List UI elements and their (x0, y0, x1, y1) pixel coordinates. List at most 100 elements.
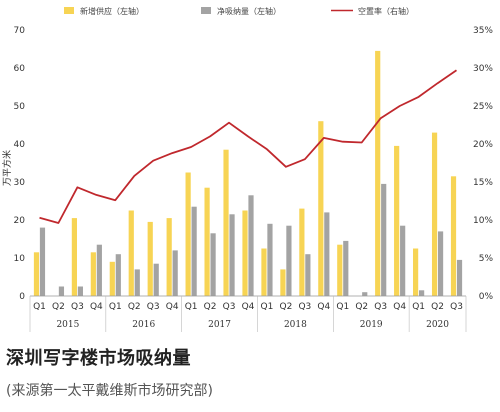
bar-new-supply (185, 172, 191, 296)
x-tick-label: Q4 (166, 302, 179, 312)
bar-net-absorption (210, 233, 216, 296)
bar-net-absorption (343, 240, 349, 296)
bar-net-absorption (437, 231, 444, 296)
bar-net-absorption (58, 286, 65, 296)
legend: 新增供应（左轴） 净吸纳量（左轴） 空置率（右轴） (64, 6, 414, 16)
x-tick-label: Q3 (298, 302, 311, 312)
right-tick-label: 15% (473, 178, 493, 188)
chart-caption-source: (来源第一太平戴维斯市场研究部) (6, 383, 213, 399)
right-tick-label: 35% (473, 26, 493, 36)
bar-new-supply (90, 252, 96, 296)
x-tick-label: Q3 (147, 302, 160, 312)
bar-new-supply (128, 210, 134, 296)
x-tick-label: Q4 (317, 302, 330, 312)
x-tick-label: Q3 (223, 302, 236, 312)
legend-label-supply: 新增供应（左轴） (80, 6, 144, 16)
x-tick-label: Q4 (393, 302, 406, 312)
bar-new-supply (375, 50, 381, 297)
left-tick-label: 60 (14, 64, 26, 74)
bar-net-absorption (115, 254, 121, 296)
legend-label-vacancy: 空置率（右轴） (358, 6, 414, 16)
year-label: 2019 (360, 320, 383, 330)
x-tick-label: Q3 (450, 302, 463, 312)
bar-net-absorption (286, 225, 292, 296)
bar-new-supply (71, 218, 77, 296)
bar-new-supply (450, 176, 457, 296)
bar-new-supply (204, 187, 210, 296)
x-tick-label: Q2 (355, 302, 368, 312)
right-tick-label: 5% (479, 254, 494, 264)
legend-swatch-supply (64, 7, 74, 14)
bar-new-supply (413, 248, 419, 296)
bar-new-supply (394, 145, 400, 296)
x-axis: Q1 Q2 Q3 Q4 Q1 Q2 Q3 Q4 Q1 Q2 Q3 Q4 Q1 Q2 Q3 Q4 Q1 Q2 Q3 Q4… (29, 295, 467, 332)
bar-new-supply (280, 269, 286, 296)
x-tick-label: Q2 (128, 302, 141, 312)
left-tick-label: 20 (14, 216, 26, 226)
vacancy-line-layer (39, 69, 458, 224)
right-tick-label: 10% (473, 216, 493, 226)
chart-caption-title: 深圳写字楼市场吸纳量 (6, 348, 191, 369)
bar-net-absorption (305, 254, 311, 296)
x-tick-label: Q2 (52, 302, 65, 312)
left-tick-label: 30 (14, 178, 26, 188)
bar-net-absorption (39, 227, 46, 296)
bar-net-absorption (172, 250, 178, 296)
x-tick-label: Q2 (204, 302, 217, 312)
bar-new-supply (318, 121, 324, 296)
year-label: 2020 (426, 320, 449, 330)
x-tick-label: Q1 (33, 302, 46, 312)
y-axis-label: 万平方米 (1, 150, 13, 186)
right-axis-ticks: 0% 5% 10% 15% 20% 25% 30% 35% (473, 26, 493, 302)
left-tick-label: 50 (14, 102, 26, 112)
bars (33, 50, 463, 297)
bar-new-supply (147, 221, 153, 296)
left-axis-ticks: 0 10 20 30 40 50 60 70 (14, 26, 26, 302)
x-tick-label: Q1 (185, 302, 198, 312)
bar-net-absorption (267, 223, 273, 296)
x-tick-label: Q2 (280, 302, 293, 312)
bar-new-supply (299, 208, 305, 296)
bar-net-absorption (324, 212, 330, 296)
left-tick-label: 70 (14, 26, 26, 36)
right-tick-label: 25% (473, 102, 493, 112)
legend-label-absorption: 净吸纳量（左轴） (217, 6, 281, 16)
bar-net-absorption (134, 269, 140, 296)
bar-net-absorption (77, 286, 83, 296)
bar-net-absorption (400, 225, 406, 296)
bar-net-absorption (191, 206, 197, 296)
year-label: 2017 (208, 320, 231, 330)
bar-net-absorption (381, 183, 387, 296)
caption: 深圳写字楼市场吸纳量 (来源第一太平戴维斯市场研究部) (6, 344, 496, 400)
bar-net-absorption (229, 214, 235, 296)
bar-new-supply (109, 261, 115, 296)
legend-swatch-absorption (201, 7, 211, 14)
x-tick-label: Q1 (109, 302, 122, 312)
x-tick-label: Q4 (90, 302, 103, 312)
bar-net-absorption (456, 259, 463, 296)
chart: 新增供应（左轴） 净吸纳量（左轴） 空置率（右轴） 万平方米 0 10 20 30 40… (1, 6, 493, 332)
bar-new-supply (166, 218, 172, 296)
bar-net-absorption (419, 290, 425, 296)
right-tick-label: 0% (479, 292, 494, 302)
x-tick-label: Q2 (431, 302, 444, 312)
left-tick-label: 40 (14, 140, 26, 150)
vacancy-rate-line (39, 69, 458, 224)
x-tick-label: Q3 (71, 302, 84, 312)
x-tick-label: Q1 (412, 302, 425, 312)
bar-new-supply (337, 244, 343, 296)
bar-new-supply (223, 149, 229, 296)
year-label: 2018 (284, 320, 307, 330)
bar-net-absorption (96, 244, 102, 296)
right-tick-label: 20% (473, 140, 493, 150)
bar-new-supply (261, 248, 267, 296)
x-tick-label: Q1 (261, 302, 274, 312)
left-tick-label: 10 (14, 254, 26, 264)
x-tick-label: Q4 (242, 302, 255, 312)
bar-net-absorption (362, 292, 368, 296)
x-tick-label: Q1 (336, 302, 349, 312)
bar-net-absorption (153, 263, 159, 296)
bar-new-supply (242, 210, 248, 296)
bar-new-supply (431, 132, 438, 296)
year-label: 2016 (132, 320, 155, 330)
